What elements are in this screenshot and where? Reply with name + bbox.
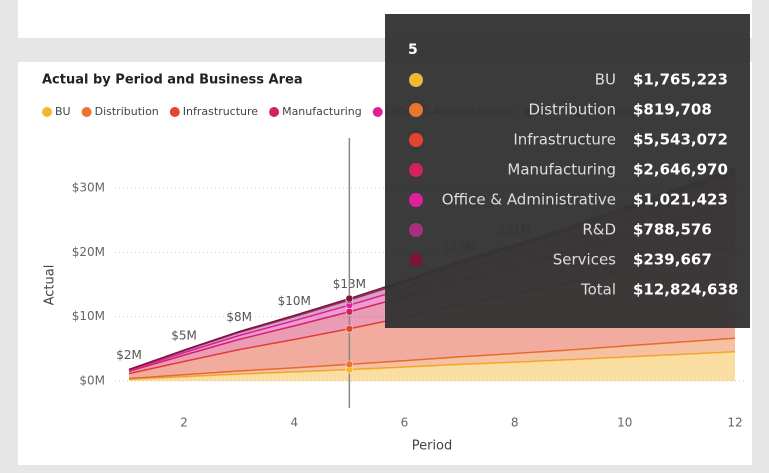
legend-label: BU bbox=[55, 105, 71, 118]
tooltip-swatch bbox=[409, 133, 423, 147]
tooltip-swatch bbox=[409, 103, 423, 117]
legend-swatch bbox=[372, 107, 383, 117]
tooltip-value: $788,576 bbox=[633, 221, 712, 239]
tooltip-name: Office & Administrative bbox=[442, 191, 616, 209]
tooltip-name: Services bbox=[553, 251, 616, 269]
x-tick-label: 8 bbox=[511, 416, 519, 430]
tooltip-value: $1,765,223 bbox=[633, 71, 728, 89]
hover-dot bbox=[345, 324, 354, 333]
legend-label: Infrastructure bbox=[183, 105, 259, 118]
x-tick-label: 2 bbox=[180, 416, 188, 430]
tooltip-swatch bbox=[409, 73, 423, 87]
tooltip-name: Manufacturing bbox=[507, 161, 616, 179]
y-axis-label: Actual bbox=[43, 265, 58, 306]
legend-swatch bbox=[42, 107, 52, 117]
legend-swatch bbox=[169, 107, 180, 117]
y-tick-label: $10M bbox=[72, 309, 105, 323]
tooltip-value: $12,824,638 bbox=[633, 281, 738, 299]
y-tick-label: $0M bbox=[79, 374, 105, 388]
hover-dot bbox=[345, 307, 354, 316]
y-tick-label: $30M bbox=[72, 181, 105, 195]
tooltip-name: R&D bbox=[582, 221, 616, 239]
x-tick-label: 6 bbox=[401, 416, 409, 430]
y-tick-label: $20M bbox=[72, 245, 105, 259]
hover-dot bbox=[345, 294, 354, 303]
legend-label: Distribution bbox=[95, 105, 159, 118]
total-label: $8M bbox=[226, 310, 252, 324]
chart-title: Actual by Period and Business Area bbox=[42, 73, 303, 88]
legend-label: Manufacturing bbox=[282, 105, 362, 118]
tooltip-name: Total bbox=[580, 281, 616, 299]
tooltip-name: Distribution bbox=[528, 101, 616, 119]
legend-swatch bbox=[81, 107, 92, 117]
x-axis-label: Period bbox=[412, 439, 453, 454]
tooltip-swatch bbox=[409, 163, 423, 177]
tooltip bbox=[385, 14, 750, 328]
area bbox=[129, 202, 735, 374]
total-label: $2M bbox=[116, 348, 142, 362]
total-label: $10M bbox=[278, 294, 311, 308]
hover-dot bbox=[345, 360, 354, 369]
x-tick-label: 12 bbox=[727, 416, 742, 430]
tooltip-value: $2,646,970 bbox=[633, 161, 728, 179]
total-label: $5M bbox=[171, 329, 197, 343]
area-line bbox=[128, 337, 736, 380]
tooltip-swatch bbox=[409, 193, 423, 207]
tooltip-value: $819,708 bbox=[633, 101, 712, 119]
legend-swatch bbox=[269, 107, 280, 117]
tooltip-value: $1,021,423 bbox=[633, 191, 728, 209]
area-line bbox=[128, 351, 736, 381]
tooltip-swatch bbox=[409, 223, 423, 237]
tooltip-value: $239,667 bbox=[633, 251, 712, 269]
x-tick-label: 10 bbox=[617, 416, 632, 430]
x-tick-label: 4 bbox=[290, 416, 298, 430]
tooltip-swatch bbox=[409, 253, 423, 267]
tooltip-title: 5 bbox=[408, 42, 418, 58]
tooltip-name: BU bbox=[595, 71, 616, 89]
tooltip-value: $5,543,072 bbox=[633, 131, 728, 149]
tooltip-name: Infrastructure bbox=[513, 131, 616, 149]
